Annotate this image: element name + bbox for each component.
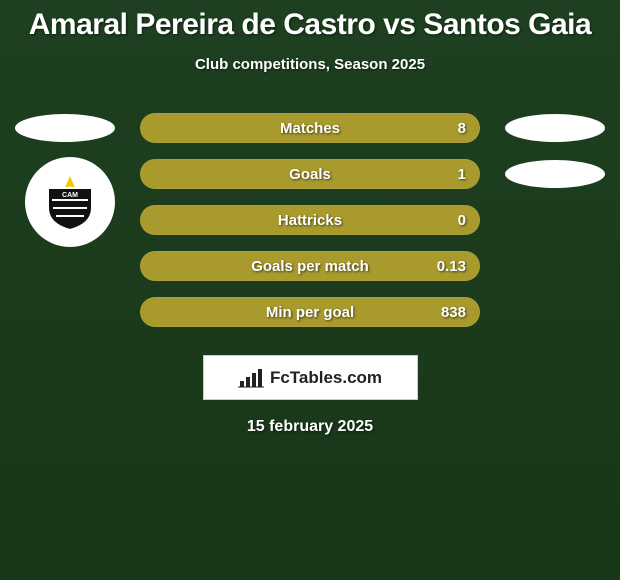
stat-row: Hattricks 0 (0, 197, 620, 243)
stat-bar-mpg: Min per goal 838 (140, 297, 480, 327)
left-avatar-slot (10, 105, 120, 151)
bar-chart-icon (238, 367, 264, 389)
page-title: Amaral Pereira de Castro vs Santos Gaia (0, 8, 620, 42)
stat-bar-matches: Matches 8 (140, 113, 480, 143)
stat-bar-goals: Goals 1 (140, 159, 480, 189)
brand-box: FcTables.com (203, 355, 418, 400)
player-avatar-placeholder-right (505, 114, 605, 142)
player-avatar-placeholder-left (15, 114, 115, 142)
stat-bar-gpm: Goals per match 0.13 (140, 251, 480, 281)
stat-label: Min per goal (266, 304, 354, 321)
stats-block: Matches 8 Goals 1 (0, 105, 620, 335)
player-avatar-placeholder-right-2 (505, 160, 605, 188)
stat-value: 0.13 (437, 258, 466, 275)
brand-text: FcTables.com (270, 368, 382, 388)
stat-row: Matches 8 (0, 105, 620, 151)
stat-label: Hattricks (278, 212, 342, 229)
stat-value: 8 (458, 120, 466, 137)
stat-label: Matches (280, 120, 340, 137)
infographic-container: Amaral Pereira de Castro vs Santos Gaia … (0, 0, 620, 436)
stat-label: Goals (289, 166, 331, 183)
stat-bar-hattricks: Hattricks 0 (140, 205, 480, 235)
subtitle: Club competitions, Season 2025 (0, 56, 620, 73)
stat-label: Goals per match (251, 258, 369, 275)
date-text: 15 february 2025 (0, 418, 620, 436)
right-avatar-slot (500, 151, 610, 197)
stat-row: Goals per match 0.13 (0, 243, 620, 289)
stat-value: 838 (441, 304, 466, 321)
stat-value: 1 (458, 166, 466, 183)
stat-value: 0 (458, 212, 466, 229)
stat-row: Min per goal 838 (0, 289, 620, 335)
right-avatar-slot (500, 105, 610, 151)
